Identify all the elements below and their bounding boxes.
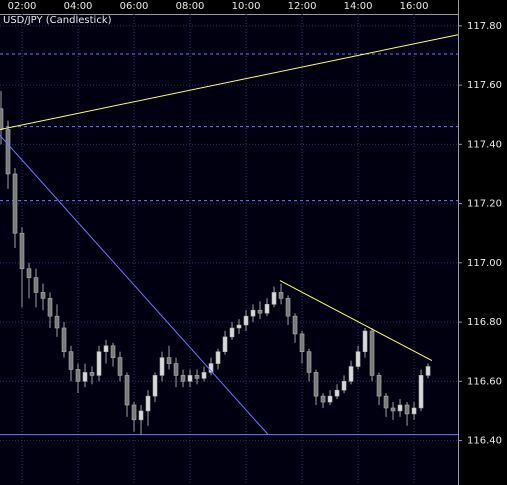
candle-body — [425, 366, 431, 376]
chart-title: USD/JPY (Candlestick) — [3, 15, 112, 26]
candle-body — [355, 351, 361, 367]
candle-body — [404, 404, 410, 415]
candle-body — [166, 357, 172, 364]
candle-body — [250, 309, 256, 317]
candle-body — [383, 395, 389, 409]
candle-body — [131, 404, 137, 421]
candle-body — [257, 309, 263, 314]
candle-body — [33, 277, 39, 293]
candle-body — [68, 351, 74, 370]
candle-body — [40, 292, 46, 299]
x-tick-label: 16:00 — [400, 1, 429, 12]
candle-body — [180, 375, 186, 382]
candle-body — [159, 357, 165, 376]
candle-body — [390, 407, 396, 412]
candle-body — [327, 395, 333, 403]
x-tick-label: 06:00 — [120, 1, 149, 12]
candle-body — [0, 108, 4, 130]
candle-body — [145, 395, 151, 412]
candle-body — [152, 375, 158, 397]
x-tick-label: 12:00 — [288, 1, 317, 12]
y-tick-label: 117.60 — [467, 80, 502, 91]
candle-body — [194, 375, 200, 379]
x-tick-label: 14:00 — [344, 1, 373, 12]
candle-body — [222, 336, 228, 352]
candle-body — [264, 304, 270, 314]
candle-body — [5, 129, 11, 175]
candle-body — [369, 330, 375, 376]
x-tick-label: 02:00 — [8, 1, 37, 12]
candle-body — [243, 315, 249, 326]
candle-body — [12, 173, 18, 234]
candle-body — [236, 324, 242, 329]
candle-body — [341, 381, 347, 391]
y-tick-label: 116.40 — [467, 436, 502, 447]
candle-body — [397, 404, 403, 412]
candle-body — [75, 369, 81, 382]
candle-body — [47, 298, 53, 317]
candle-body — [26, 268, 32, 278]
plot-area — [0, 14, 458, 485]
candle-body — [348, 366, 354, 382]
x-tick-label: 04:00 — [64, 1, 93, 12]
candle-body — [271, 292, 277, 305]
candle-body — [110, 345, 116, 358]
candle-body — [313, 372, 319, 397]
x-tick-label: 10:00 — [232, 1, 261, 12]
candle-body — [362, 330, 368, 352]
candle-body — [229, 327, 235, 338]
candle-body — [306, 351, 312, 373]
candle-body — [117, 357, 123, 376]
candle-body — [376, 375, 382, 397]
candle-body — [173, 363, 179, 376]
y-tick-label: 117.80 — [467, 21, 502, 32]
trend-line — [0, 135, 269, 435]
y-tick-label: 117.40 — [467, 139, 502, 150]
candle-body — [278, 292, 284, 299]
candle-body — [89, 372, 95, 376]
candle-body — [103, 345, 109, 352]
candle-body — [292, 315, 298, 335]
trend-line — [279, 280, 433, 362]
candle-body — [124, 375, 130, 406]
candle-body — [19, 232, 25, 270]
y-tick-label: 116.80 — [467, 317, 502, 328]
candle-body — [411, 407, 417, 415]
candle-body — [96, 351, 102, 376]
candle-body — [54, 315, 60, 329]
candle-body — [320, 395, 326, 403]
candle-body — [138, 410, 144, 421]
candle-body — [82, 372, 88, 382]
candle-body — [61, 327, 67, 352]
y-tick-label: 116.60 — [467, 376, 502, 387]
candle-body — [187, 375, 193, 382]
candle-body — [299, 333, 305, 352]
candle-body — [215, 351, 221, 364]
y-tick-label: 117.20 — [467, 199, 502, 210]
candle-body — [418, 375, 424, 409]
candle-body — [334, 389, 340, 397]
y-tick-label: 117.00 — [467, 258, 502, 269]
candle-body — [285, 298, 291, 317]
x-tick-label: 08:00 — [176, 1, 205, 12]
candle-body — [201, 372, 207, 379]
trend-line — [0, 34, 459, 131]
